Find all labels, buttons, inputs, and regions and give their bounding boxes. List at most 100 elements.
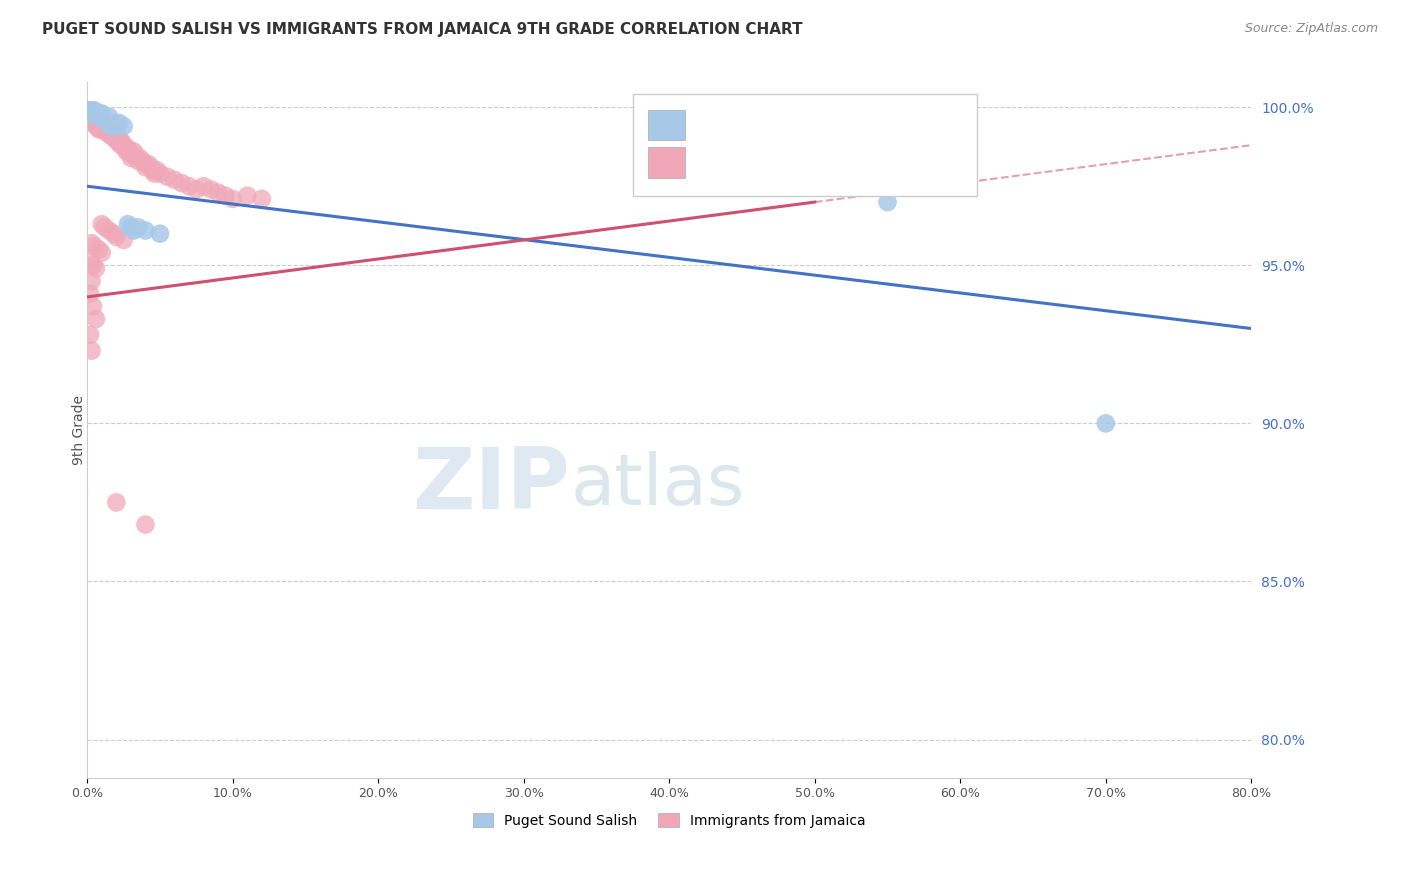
Point — [86, 110, 108, 124]
Text: PUGET SOUND SALISH VS IMMIGRANTS FROM JAMAICA 9TH GRADE CORRELATION CHART: PUGET SOUND SALISH VS IMMIGRANTS FROM JA… — [42, 22, 803, 37]
Point — [236, 188, 259, 202]
Point — [89, 110, 111, 124]
Point — [98, 110, 121, 124]
Point — [82, 112, 104, 127]
Point — [127, 220, 149, 235]
Point — [93, 119, 115, 133]
Point — [108, 132, 131, 146]
Point — [105, 119, 128, 133]
Point — [117, 217, 139, 231]
Point — [98, 126, 121, 140]
Point — [83, 112, 105, 127]
Point — [114, 141, 136, 155]
Point — [127, 153, 149, 168]
Point — [91, 122, 114, 136]
Point — [108, 116, 131, 130]
Point — [93, 122, 115, 136]
Point — [90, 245, 112, 260]
Point — [250, 192, 273, 206]
Point — [1094, 417, 1116, 431]
Point — [200, 182, 222, 196]
Point — [82, 116, 104, 130]
Point — [177, 179, 200, 194]
Point — [111, 135, 134, 149]
Point — [84, 312, 107, 326]
Point — [96, 126, 118, 140]
Point — [163, 173, 186, 187]
Point — [82, 258, 104, 272]
Point — [80, 110, 103, 124]
Point — [77, 106, 100, 120]
Point — [146, 163, 169, 178]
Point — [170, 176, 193, 190]
Point — [214, 188, 236, 202]
Point — [101, 126, 124, 140]
Point — [93, 112, 115, 127]
Point — [193, 179, 215, 194]
Point — [84, 112, 107, 127]
Point — [86, 116, 108, 130]
Point — [112, 119, 135, 133]
Point — [134, 157, 156, 171]
Point — [120, 151, 142, 165]
Point — [105, 128, 128, 143]
Text: ZIP: ZIP — [412, 444, 571, 527]
Point — [107, 135, 129, 149]
Point — [105, 132, 128, 146]
Point — [79, 106, 101, 120]
Point — [876, 195, 898, 210]
Point — [120, 147, 142, 161]
Point — [186, 182, 208, 196]
Point — [122, 145, 145, 159]
Point — [149, 227, 172, 241]
Point — [156, 169, 179, 184]
Point — [80, 343, 103, 358]
Point — [125, 151, 148, 165]
Point — [80, 103, 103, 118]
Point — [97, 116, 120, 130]
Point — [80, 236, 103, 251]
Point — [117, 141, 139, 155]
Text: R =  0.286   N = 95: R = 0.286 N = 95 — [690, 154, 880, 172]
Point — [128, 151, 150, 165]
Point — [112, 138, 135, 153]
Point — [138, 157, 160, 171]
Point — [149, 167, 172, 181]
Point — [110, 138, 132, 153]
Point — [103, 227, 125, 241]
Point — [134, 161, 156, 175]
Point — [120, 220, 142, 235]
Point — [207, 186, 229, 200]
Point — [87, 122, 110, 136]
Point — [98, 223, 121, 237]
Point — [84, 106, 107, 120]
Point — [80, 106, 103, 120]
Point — [100, 128, 122, 143]
Point — [131, 153, 153, 168]
Point — [134, 223, 156, 237]
Point — [141, 161, 163, 175]
Point — [79, 327, 101, 342]
Point — [124, 147, 146, 161]
Point — [77, 103, 100, 118]
Text: atlas: atlas — [571, 450, 745, 520]
Point — [143, 167, 166, 181]
Text: Source: ZipAtlas.com: Source: ZipAtlas.com — [1244, 22, 1378, 36]
Point — [118, 145, 141, 159]
Point — [90, 217, 112, 231]
Point — [86, 119, 108, 133]
Point — [122, 223, 145, 237]
Point — [90, 106, 112, 120]
Point — [84, 261, 107, 276]
Point — [112, 233, 135, 247]
Point — [83, 103, 105, 118]
Point — [82, 299, 104, 313]
Point — [105, 230, 128, 244]
Point — [80, 274, 103, 288]
Point — [87, 106, 110, 120]
Point — [84, 116, 107, 130]
Point — [222, 192, 245, 206]
Point — [79, 110, 101, 124]
Point — [87, 116, 110, 130]
Point — [93, 220, 115, 235]
